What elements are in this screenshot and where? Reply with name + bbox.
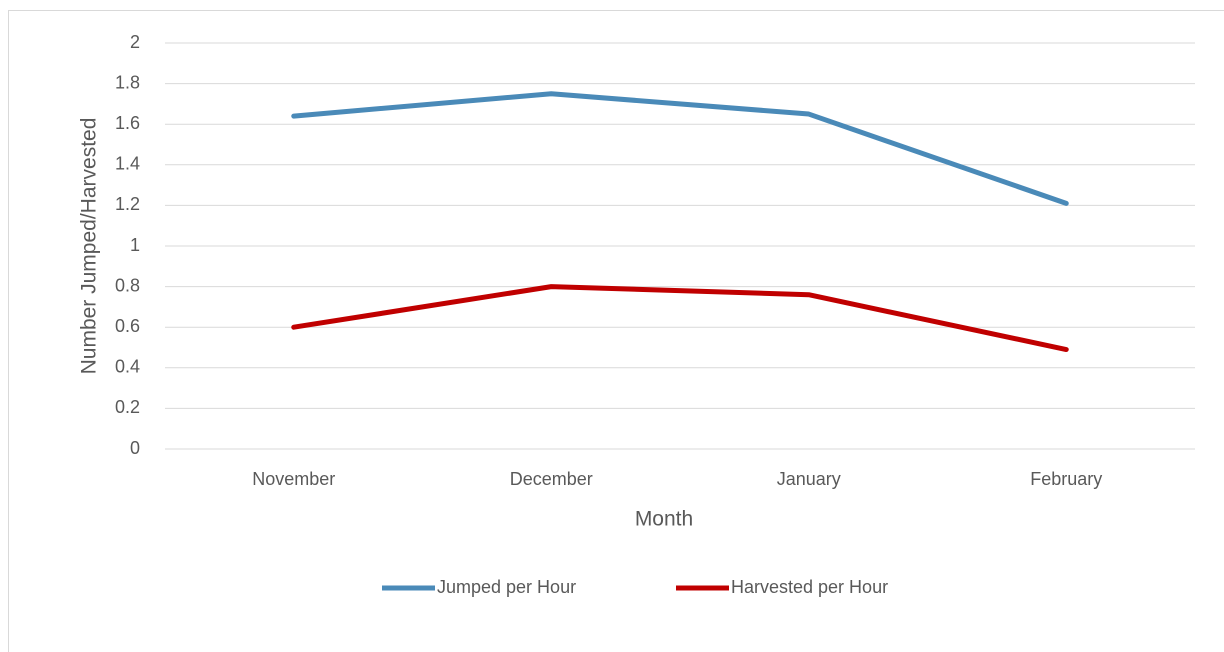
y-tick-label: 1.8 [115, 72, 140, 92]
y-tick-label: 0 [130, 438, 140, 458]
x-axis-label: Month [635, 508, 693, 531]
series-line [291, 91, 1069, 206]
y-axis-label: Number Jumped/Harvested [78, 118, 101, 375]
legend-label: Harvested per Hour [731, 577, 888, 597]
x-tick-label: November [252, 469, 335, 489]
y-tick-label: 2 [130, 32, 140, 52]
y-tick-label: 1.6 [115, 113, 140, 133]
y-tick-label: 0.4 [115, 357, 140, 377]
y-tick-label: 0.2 [115, 397, 140, 417]
y-tick-label: 0.8 [115, 275, 140, 295]
y-tick-label: 1.4 [115, 154, 140, 174]
x-tick-label: February [1030, 469, 1102, 489]
x-tick-label: January [777, 469, 841, 489]
y-tick-label: 1 [130, 235, 140, 255]
x-tick-label: December [510, 469, 593, 489]
y-tick-label: 1.2 [115, 194, 140, 214]
y-tick-label: 0.6 [115, 316, 140, 336]
series-line [291, 284, 1069, 353]
chart-frame [8, 10, 1224, 652]
legend-label: Jumped per Hour [437, 577, 576, 597]
